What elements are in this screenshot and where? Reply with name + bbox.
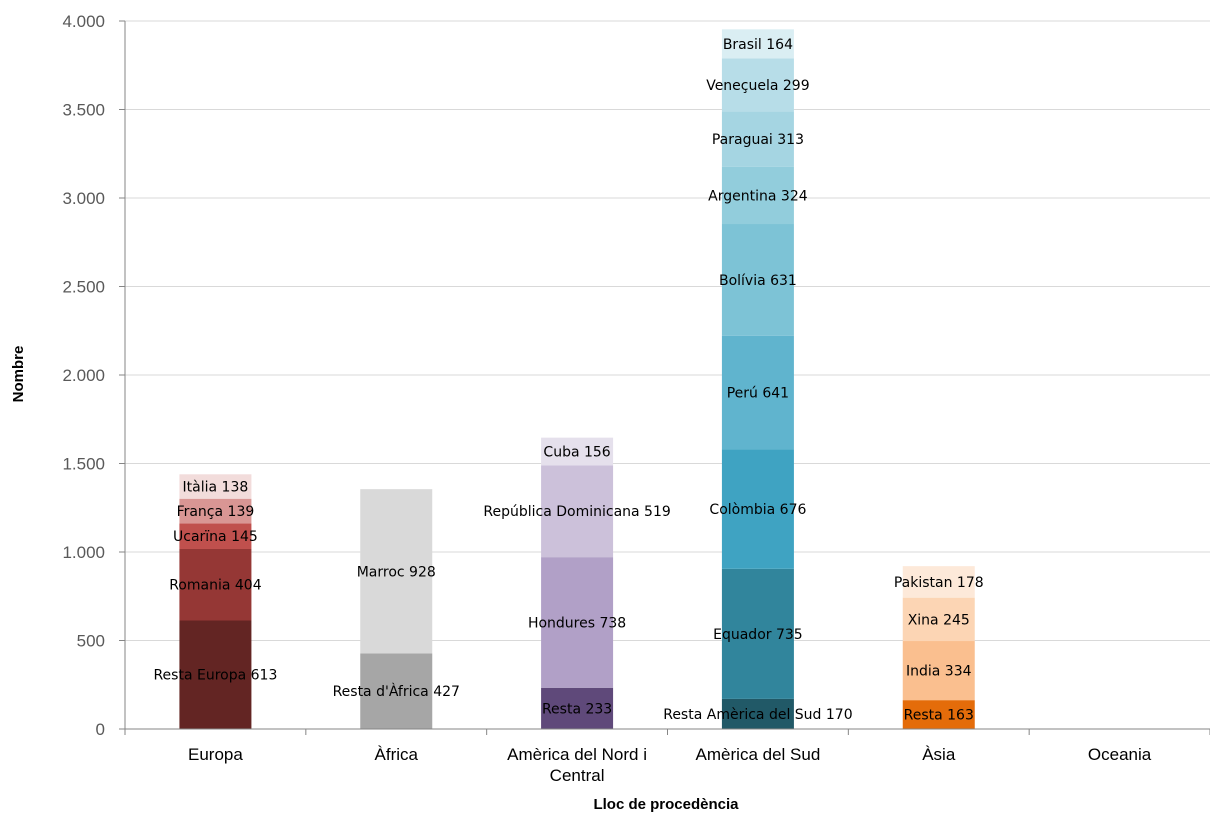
y-tick-label: 3.000 — [62, 189, 105, 208]
axes: 0 500 1.000 1.500 2.000 2.500 3.000 3.500 4.000 E… — [62, 12, 1210, 785]
data-label: Perú 641 — [727, 385, 789, 401]
data-label: Resta d'Àfrica 427 — [333, 683, 460, 700]
y-tick-label: 2.000 — [62, 366, 105, 385]
bar-segment — [721, 335, 794, 450]
data-label: Xina 245 — [908, 612, 970, 628]
data-label: Resta Amèrica del Sud 170 — [663, 707, 852, 723]
x-category-label: Oceania — [1088, 745, 1152, 764]
bar-segment — [541, 437, 614, 466]
bar-segment — [360, 489, 433, 654]
y-tick-label: 2.500 — [62, 278, 105, 297]
gridlines — [125, 20, 1210, 641]
bar-segment — [721, 166, 794, 225]
bar-segment — [902, 597, 975, 642]
data-label: Resta 163 — [904, 708, 974, 724]
data-label: Bolívia 631 — [719, 273, 797, 289]
data-label: República Dominicana 519 — [483, 504, 670, 520]
bar-segment — [179, 620, 252, 729]
bar-segment — [721, 568, 794, 699]
segment-labels: Resta Europa 613 Romania 404 Ucarïna 145 Fr… — [153, 37, 983, 724]
data-label: Pakistan 178 — [894, 575, 984, 591]
bar-segment — [541, 465, 614, 558]
bar-segment — [179, 523, 252, 549]
data-label: Equador 735 — [713, 627, 803, 643]
data-label: Brasil 164 — [723, 37, 793, 53]
data-label: Argentina 324 — [708, 188, 808, 204]
y-tick-label: 500 — [77, 632, 105, 651]
data-label: França 139 — [177, 504, 255, 520]
bar-segment — [721, 58, 794, 112]
bar-segment — [902, 700, 975, 729]
data-label: Veneçuela 299 — [706, 78, 809, 94]
bar-segment — [721, 698, 794, 729]
bar-segment — [179, 498, 252, 524]
data-label: India 334 — [906, 664, 972, 680]
y-tick-label: 3.500 — [62, 101, 105, 120]
bar-segment — [721, 29, 794, 59]
y-tick-label: 1.000 — [62, 543, 105, 562]
bar-segment — [360, 653, 433, 729]
data-label: Ucarïna 145 — [173, 529, 258, 545]
data-label: Marroc 928 — [357, 564, 436, 580]
x-category-label: Amèrica del Sud — [696, 745, 821, 764]
bar-segment — [902, 566, 975, 598]
bar-segment — [721, 111, 794, 167]
data-label: Cuba 156 — [543, 444, 610, 460]
data-label: Colòmbia 676 — [709, 502, 806, 518]
x-category-label: Europa — [188, 745, 243, 764]
bar-segment — [179, 548, 252, 621]
bar-segment — [721, 224, 794, 336]
bar-segment — [902, 641, 975, 701]
data-label: Paraguai 313 — [712, 132, 804, 148]
data-label: Hondures 738 — [528, 615, 626, 631]
y-axis-title: Nombre — [10, 346, 27, 403]
data-label: Resta Europa 613 — [153, 668, 277, 684]
x-axis-title: Lloc de procedència — [593, 796, 739, 813]
y-tick-label: 4.000 — [62, 12, 105, 31]
y-tick-label: 0 — [96, 720, 105, 739]
data-label: Itàlia 138 — [183, 480, 249, 496]
y-tick-label: 1.500 — [62, 455, 105, 474]
x-category-label: Àsia — [922, 745, 956, 764]
bar-segment — [179, 474, 252, 499]
bar-segment — [721, 449, 794, 569]
data-label: Romania 404 — [169, 578, 261, 594]
bar-segment — [541, 557, 614, 688]
x-category-label: Amèrica del Nord i Central — [507, 745, 647, 785]
x-category-label: Àfrica — [375, 745, 419, 764]
data-label: Resta 233 — [542, 701, 612, 717]
bar-segment — [541, 687, 614, 729]
bars — [179, 29, 975, 729]
